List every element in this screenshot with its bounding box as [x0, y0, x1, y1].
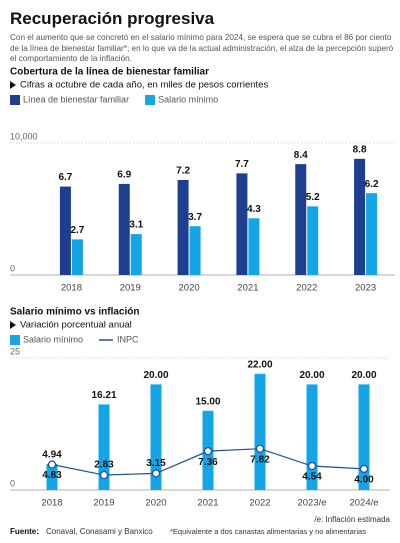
- y-tick-label: 0: [10, 478, 15, 488]
- point: [47, 460, 57, 469]
- bar: [306, 384, 318, 490]
- bar: [46, 463, 58, 490]
- value-label: 6.2: [365, 179, 379, 190]
- value-label: 3.15: [146, 458, 166, 469]
- legend-label: Salario mínimo: [23, 334, 83, 344]
- bar: [366, 193, 378, 275]
- intro: Con el aumento que se concretó en el sal…: [10, 33, 394, 63]
- value-label: 2.83: [94, 460, 114, 471]
- marker: [10, 81, 16, 89]
- title: Recuperación progresiva: [10, 9, 215, 28]
- legend-swatch: [10, 95, 20, 105]
- x-tick-label: 2023: [355, 283, 376, 294]
- value-label: 8.8: [353, 144, 367, 155]
- value-label: 6.7: [58, 172, 72, 183]
- bar: [295, 164, 307, 275]
- x-tick-label: 2021: [197, 498, 218, 509]
- value-label: 4.00: [354, 475, 374, 486]
- value-label: 8.4: [294, 150, 308, 161]
- value-label: 3.7: [188, 212, 202, 223]
- legend-label: INPC: [117, 334, 139, 344]
- bar: [98, 404, 110, 490]
- point: [359, 464, 369, 473]
- value-label: 3.1: [129, 220, 143, 231]
- bar: [236, 173, 248, 275]
- x-tick-label: 2023/e: [297, 498, 326, 509]
- bar: [189, 226, 201, 275]
- bar: [177, 179, 189, 275]
- point: [151, 469, 161, 478]
- chart-title: Salario mínimo vs inflación: [10, 307, 139, 318]
- value-label: 20.00: [351, 370, 376, 381]
- value-label: 15.00: [195, 396, 220, 407]
- marker: [10, 321, 16, 329]
- x-tick-label: 2020: [145, 498, 166, 509]
- value-label: 7.7: [235, 159, 249, 170]
- legend-swatch: [10, 335, 20, 345]
- footnote: *Equivalente a dos canastas alimentarias…: [170, 527, 366, 536]
- value-label: 16.21: [91, 390, 116, 401]
- y-tick-label: 0: [10, 263, 15, 273]
- bar: [71, 239, 83, 275]
- value-label: 4.54: [302, 472, 322, 483]
- value-label: 7.82: [250, 454, 270, 465]
- value-label: 5.2: [306, 192, 320, 203]
- value-label: 2.7: [70, 225, 84, 236]
- point: [99, 470, 109, 480]
- legend-label: Línea de bienestar familiar: [23, 94, 129, 104]
- chart-subtitle: Variación porcentual anual: [20, 320, 132, 331]
- value-label: 4.94: [42, 450, 62, 461]
- bar: [354, 158, 366, 275]
- bar: [130, 234, 142, 275]
- source-label: Fuente:: [10, 527, 39, 536]
- x-tick-label: 2018: [61, 283, 82, 294]
- value-label: 20.00: [143, 370, 168, 381]
- value-label: 6.9: [117, 170, 131, 181]
- value-label: 4.3: [247, 204, 261, 215]
- y-tick-label: 25: [10, 346, 20, 356]
- x-tick-label: 2019: [93, 498, 114, 509]
- x-tick-label: 2021: [237, 283, 258, 294]
- x-tick-label: 2020: [179, 283, 200, 294]
- bar: [150, 384, 162, 490]
- bar: [59, 186, 71, 275]
- bar: [248, 218, 260, 275]
- y-tick-label: 10,000: [10, 131, 38, 141]
- value-label: 4.83: [42, 470, 62, 481]
- chart-title: Cobertura de la línea de bienestar famil…: [10, 67, 209, 78]
- chart-note: /e: Inflación estimada: [314, 515, 390, 524]
- x-tick-label: 2019: [120, 283, 141, 294]
- value-label: 7.36: [198, 457, 218, 468]
- point: [255, 444, 265, 453]
- bar: [307, 206, 319, 275]
- x-tick-label: 2018: [41, 498, 62, 509]
- chart-subtitle: Cifras a octubre de cada año, en miles d…: [20, 80, 268, 91]
- x-tick-label: 2022: [249, 498, 270, 509]
- value-label: 22.00: [247, 359, 272, 370]
- legend-swatch: [145, 95, 156, 105]
- point: [203, 447, 213, 456]
- bar: [254, 373, 266, 490]
- x-tick-label: 2024/e: [349, 498, 378, 509]
- x-tick-label: 2022: [296, 283, 317, 294]
- legend-label: Salario mínimo: [158, 94, 218, 104]
- bar: [118, 183, 130, 275]
- value-label: 20.00: [299, 370, 324, 381]
- point: [307, 461, 317, 471]
- source: Conaval, Conasami y Banxico: [46, 527, 153, 536]
- value-label: 7.2: [176, 166, 190, 177]
- bar: [358, 384, 370, 490]
